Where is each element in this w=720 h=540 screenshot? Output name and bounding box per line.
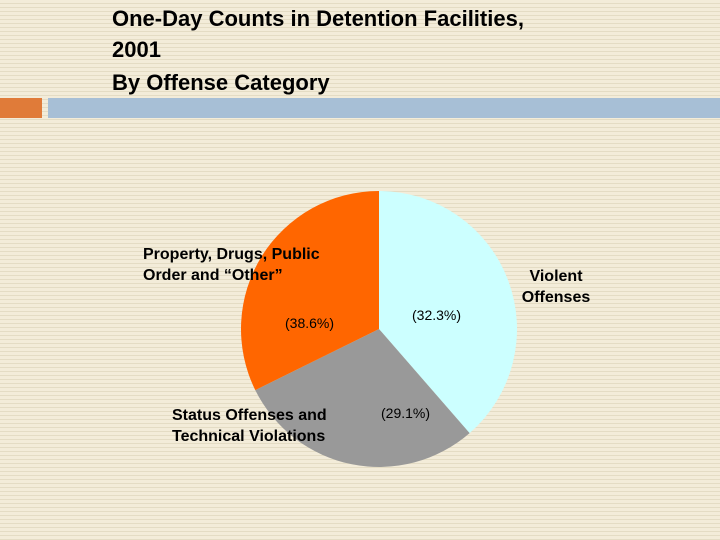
header-bar xyxy=(48,98,720,118)
slice-label: Violent Offenses xyxy=(521,268,591,306)
pie-slice xyxy=(240,191,379,391)
title-line: By Offense Category xyxy=(112,70,330,95)
pie-slice xyxy=(255,329,470,468)
pie-slice xyxy=(379,191,518,434)
title-line: 2001 xyxy=(112,37,161,62)
value-label: (38.6%) xyxy=(285,315,335,331)
value-label: (32.3%) xyxy=(412,307,462,323)
accent-bar xyxy=(0,98,42,118)
slice-label: Property, Drugs, Public Order and “Other… xyxy=(143,246,320,284)
value-label: (29.1%) xyxy=(381,405,431,421)
title-line: One-Day Counts in Detention Facilities, xyxy=(112,6,524,31)
slice-label: Status Offenses and Technical Violations xyxy=(172,407,327,445)
